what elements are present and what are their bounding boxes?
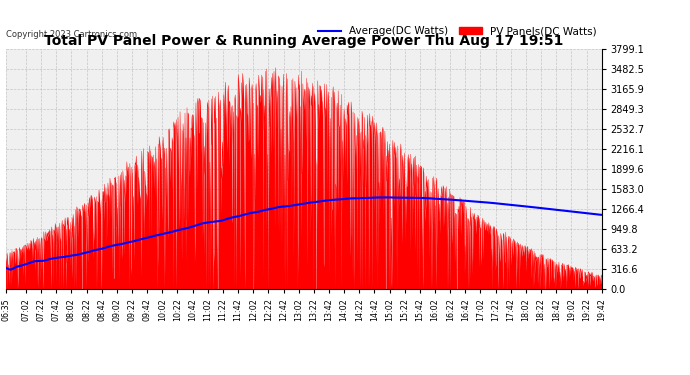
Title: Total PV Panel Power & Running Average Power Thu Aug 17 19:51: Total PV Panel Power & Running Average P… xyxy=(44,34,563,48)
Legend: Average(DC Watts), PV Panels(DC Watts): Average(DC Watts), PV Panels(DC Watts) xyxy=(318,26,596,36)
Text: Copyright 2023 Cartronics.com: Copyright 2023 Cartronics.com xyxy=(6,30,137,39)
